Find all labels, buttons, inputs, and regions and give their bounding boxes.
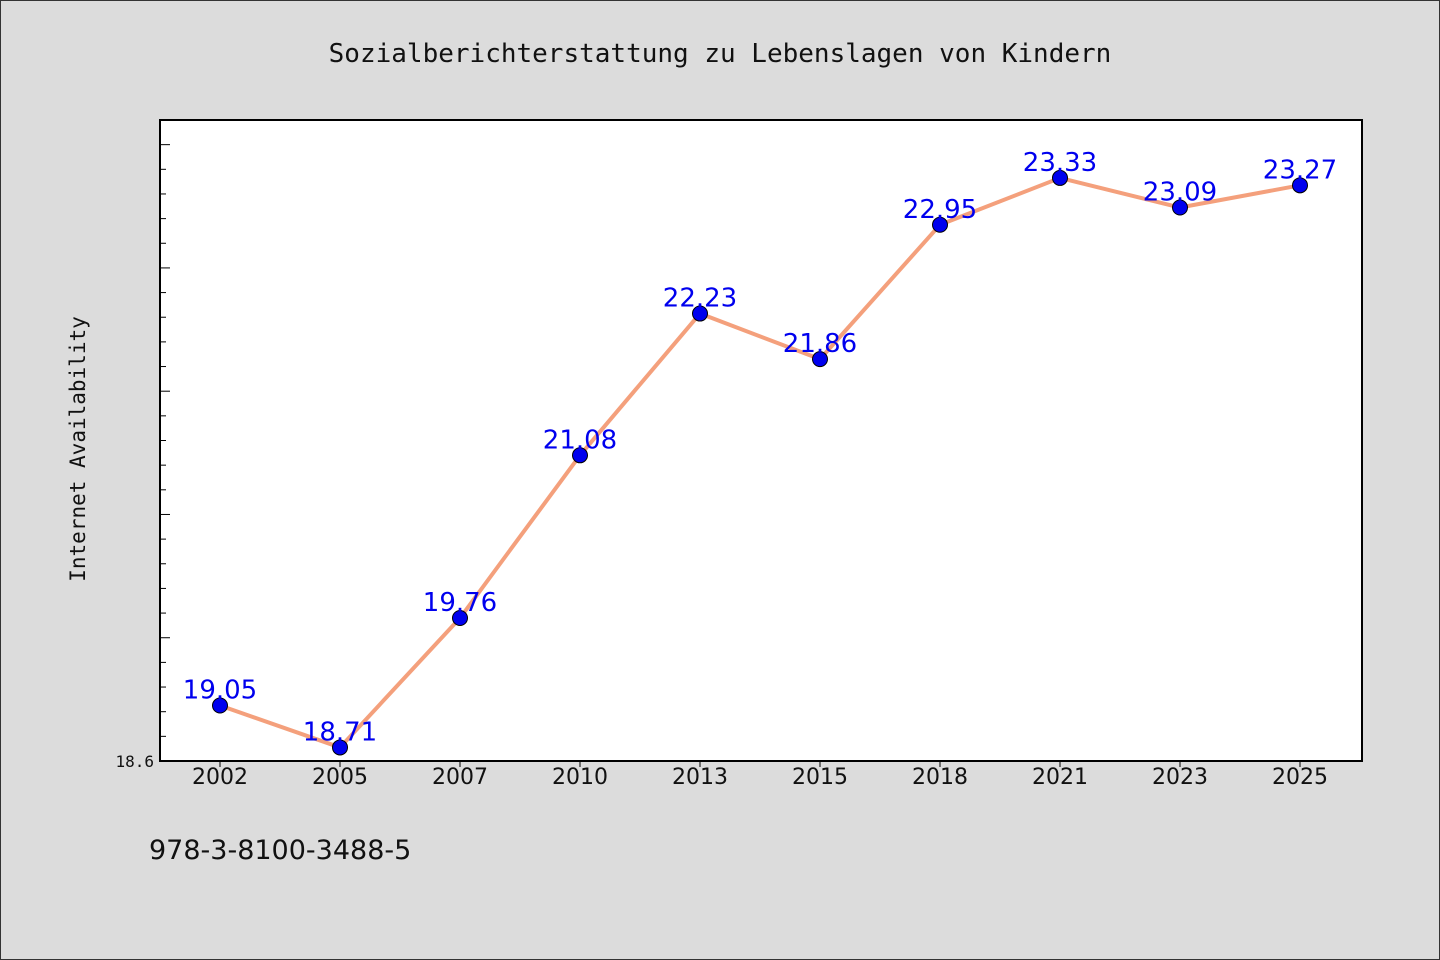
data-point — [212, 697, 228, 714]
data-label: 19.76 — [423, 588, 497, 618]
x-tick-label: 2013 — [672, 765, 728, 790]
data-point — [932, 216, 948, 233]
data-label: 21.86 — [783, 329, 857, 359]
data-point — [1172, 199, 1188, 216]
data-label: 21.08 — [543, 425, 617, 455]
data-label: 22.23 — [663, 284, 737, 314]
data-point — [452, 610, 468, 627]
data-point — [332, 739, 348, 756]
data-label: 23.33 — [1023, 148, 1097, 178]
x-tick-label: 2010 — [552, 765, 608, 790]
data-point — [1292, 177, 1308, 194]
data-point — [812, 351, 828, 368]
x-tick-label: 2015 — [792, 765, 848, 790]
x-tick-label: 2025 — [1272, 765, 1328, 790]
series-layer: 19.05 18.71 19.76 21.08 22.23 21.86 22.95 23.33… — [183, 148, 1337, 756]
x-tick-label: 2021 — [1032, 765, 1088, 790]
series-line — [219, 175, 1301, 750]
data-label: 23.09 — [1143, 178, 1217, 208]
data-label: 19.05 — [183, 676, 257, 706]
x-tick-label: 2005 — [312, 765, 368, 790]
x-tick-label: 2018 — [912, 765, 968, 790]
x-tick-label: 2007 — [432, 765, 488, 790]
data-label: 18.71 — [303, 717, 377, 747]
data-label: 23.27 — [1263, 155, 1337, 185]
y-axis-ticks: 18.6 — [115, 144, 170, 771]
chart-title: Sozialberichterstattung zu Lebenslagen v… — [329, 39, 1112, 69]
plot-area — [159, 119, 1363, 762]
data-point — [572, 447, 588, 464]
data-label: 22.95 — [903, 195, 977, 225]
y-axis-label: Internet Availability — [66, 316, 90, 582]
data-point — [1052, 169, 1068, 186]
x-tick-label: 2002 — [192, 765, 248, 790]
data-point — [692, 305, 708, 322]
x-tick-label: 2023 — [1152, 765, 1208, 790]
footnote-isbn: 978-3-8100-3488-5 — [149, 835, 412, 866]
y-tick-label: 18.6 — [115, 752, 154, 771]
x-axis-ticks: 2002 2005 2007 2010 2013 2015 2018 2021 2023 2025 — [192, 761, 1328, 790]
